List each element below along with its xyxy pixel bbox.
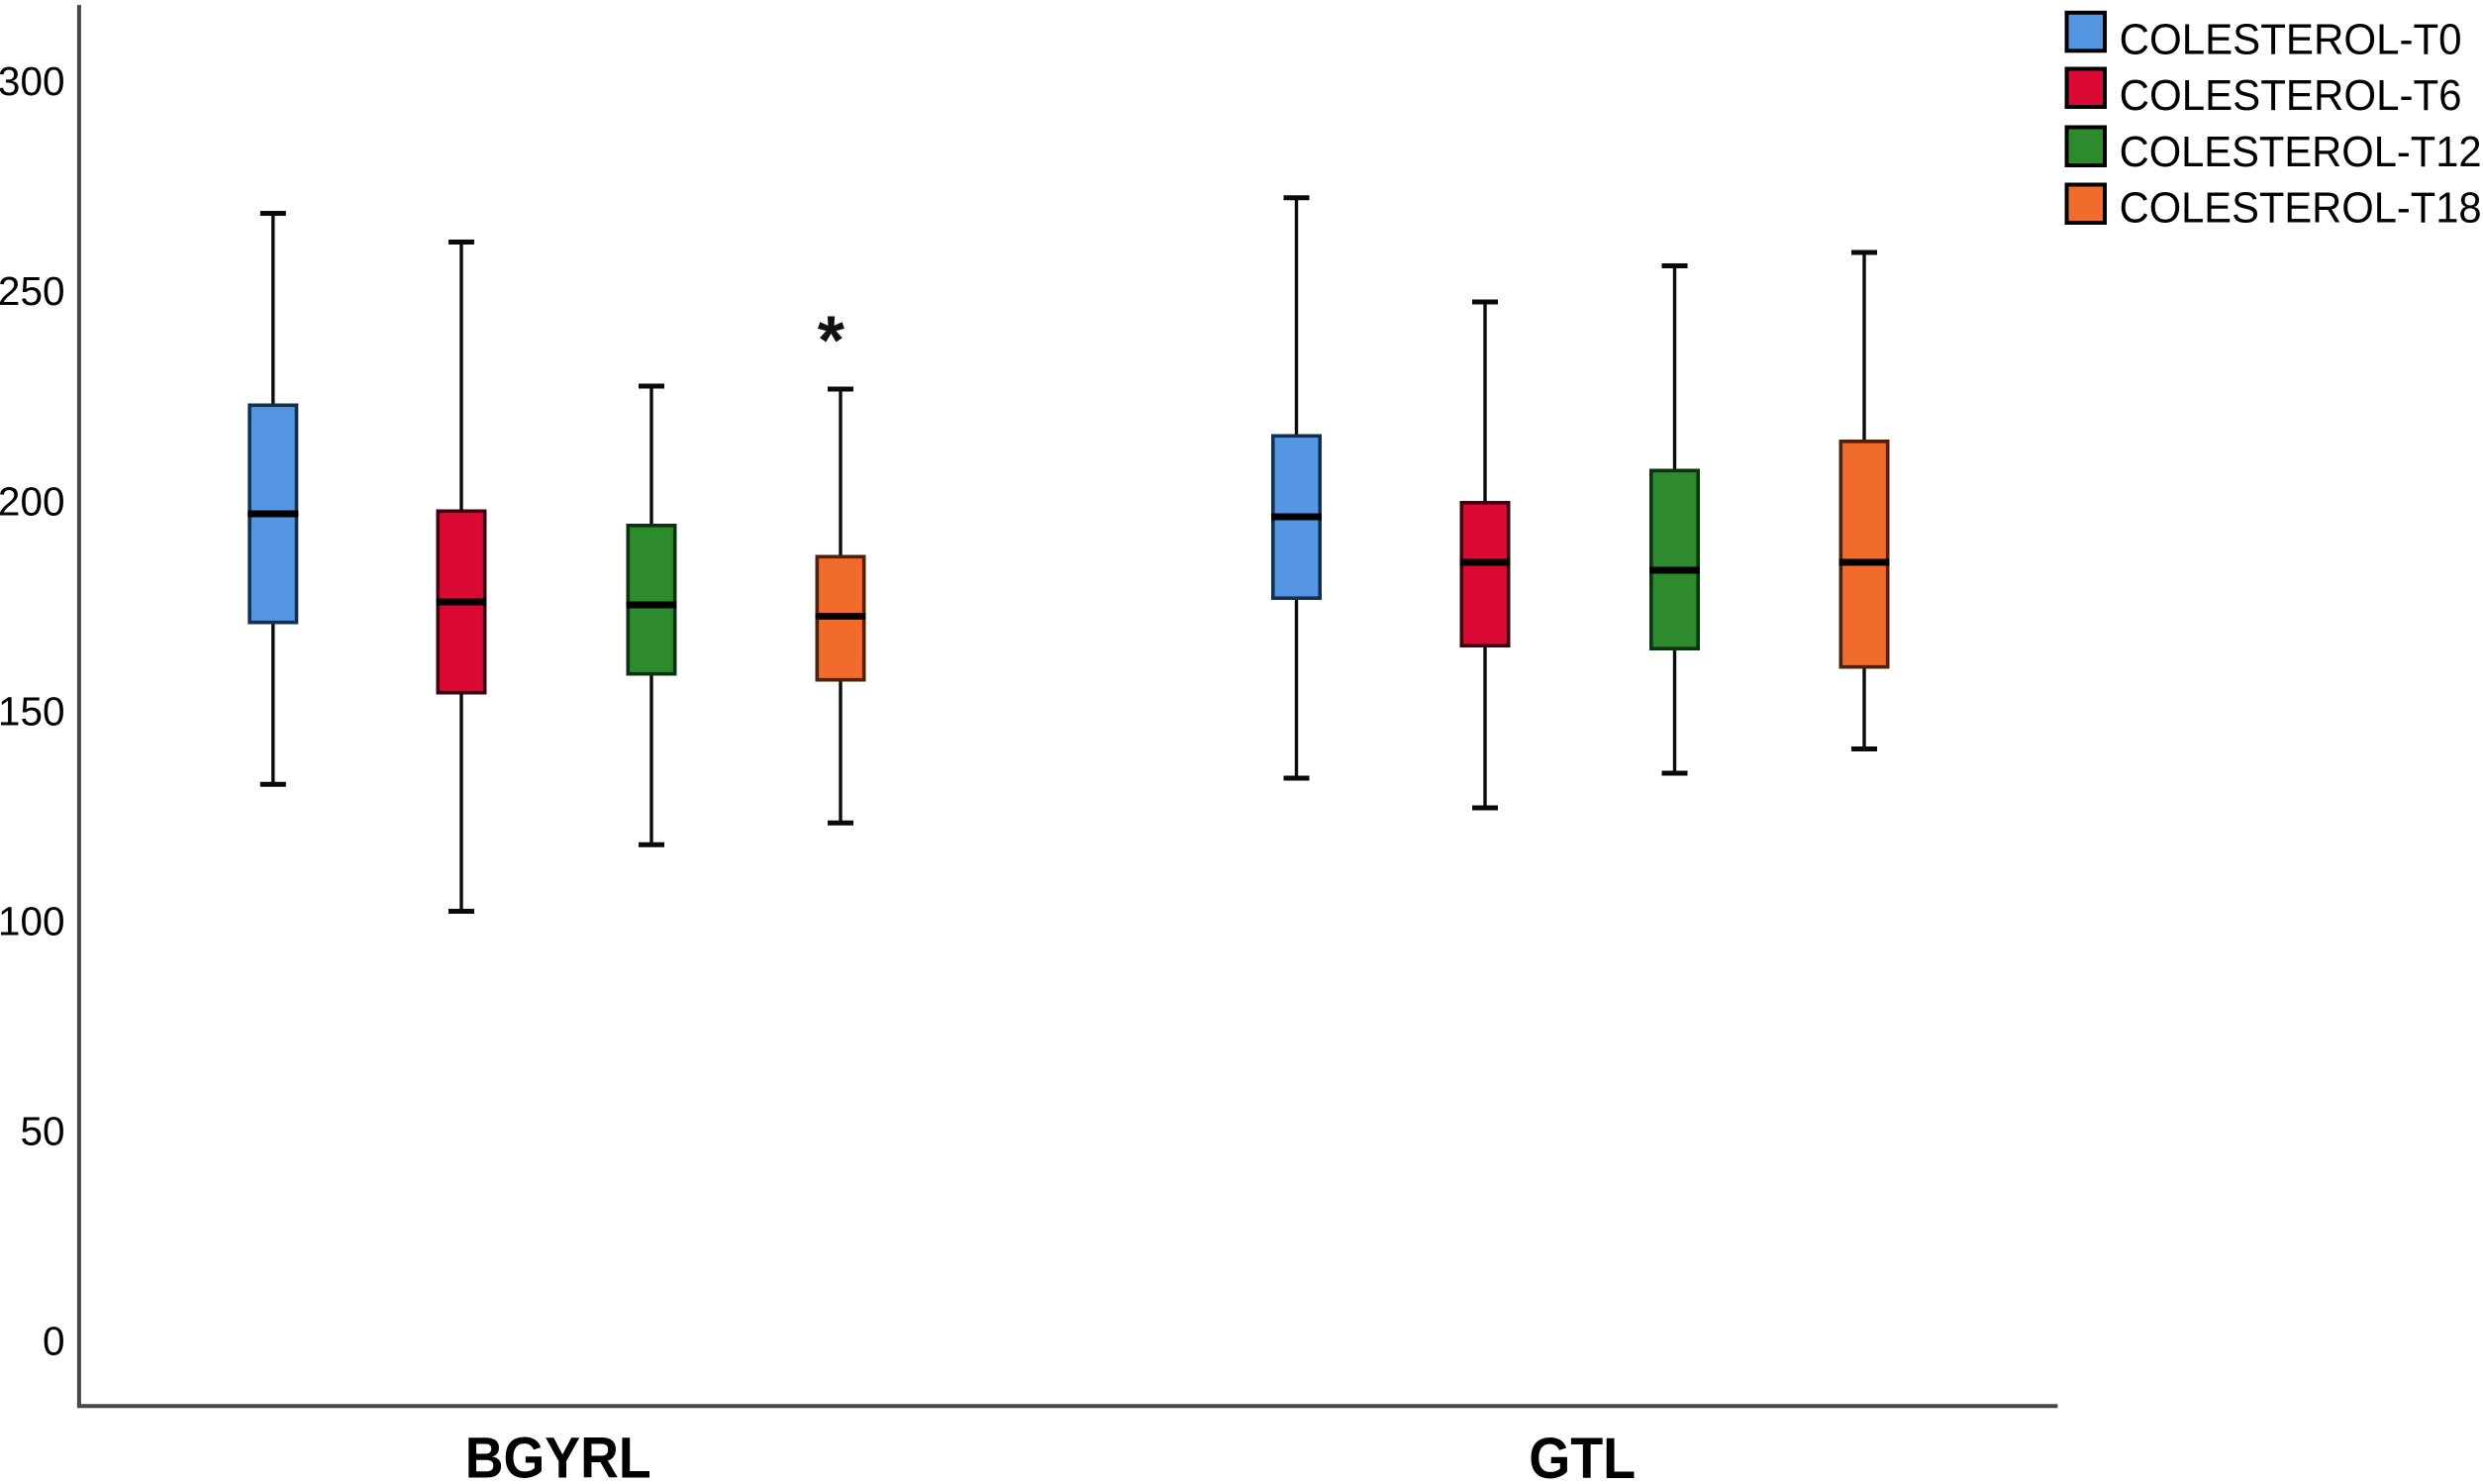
svg-text:300: 300 (0, 58, 65, 104)
svg-text:GTL: GTL (1529, 1427, 1636, 1479)
svg-text:100: 100 (0, 898, 65, 943)
svg-text:250: 250 (0, 268, 65, 314)
svg-text:COLESTEROL-T0: COLESTEROL-T0 (2120, 16, 2462, 64)
svg-text:200: 200 (0, 478, 65, 524)
svg-text:COLESTEROL-T18: COLESTEROL-T18 (2120, 184, 2482, 233)
svg-text:150: 150 (0, 688, 65, 734)
svg-text:COLESTEROL-T6: COLESTEROL-T6 (2120, 71, 2462, 120)
svg-text:50: 50 (20, 1109, 64, 1154)
svg-text:COLESTEROL-T12: COLESTEROL-T12 (2120, 128, 2482, 176)
svg-text:BGYRL: BGYRL (465, 1427, 651, 1479)
svg-text:*: * (818, 302, 845, 379)
svg-text:0: 0 (43, 1319, 65, 1364)
